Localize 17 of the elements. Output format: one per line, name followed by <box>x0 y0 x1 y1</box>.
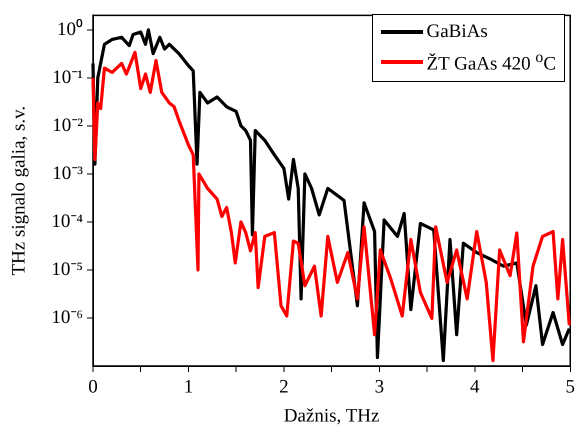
y-tick-label: 10⁻² <box>52 114 84 136</box>
y-axis-title: THz signalo galia, s.v. <box>8 106 30 276</box>
legend-label: ŽT GaAs 420 $^{o}$C <box>426 48 556 76</box>
y-tick-label: 10⁻¹ <box>52 66 84 88</box>
y-tick-label: 10⁻⁶ <box>51 306 83 328</box>
y-tick-label: 10⁰ <box>57 18 83 40</box>
x-axis-title: Dažnis, THz <box>284 406 380 427</box>
y-tick-label: 10⁻⁵ <box>51 258 83 280</box>
x-tick-label: 4 <box>470 376 480 398</box>
x-tick-label: 2 <box>279 376 289 398</box>
legend-label: GaBiAs <box>426 21 488 43</box>
x-tick-label: 1 <box>184 376 194 398</box>
x-tick-label: 0 <box>88 376 98 398</box>
x-tick-label: 3 <box>374 376 384 398</box>
y-tick-label: 10⁻³ <box>52 162 84 184</box>
x-tick-label: 5 <box>566 376 575 398</box>
y-tick-label: 10⁻⁴ <box>51 210 84 232</box>
